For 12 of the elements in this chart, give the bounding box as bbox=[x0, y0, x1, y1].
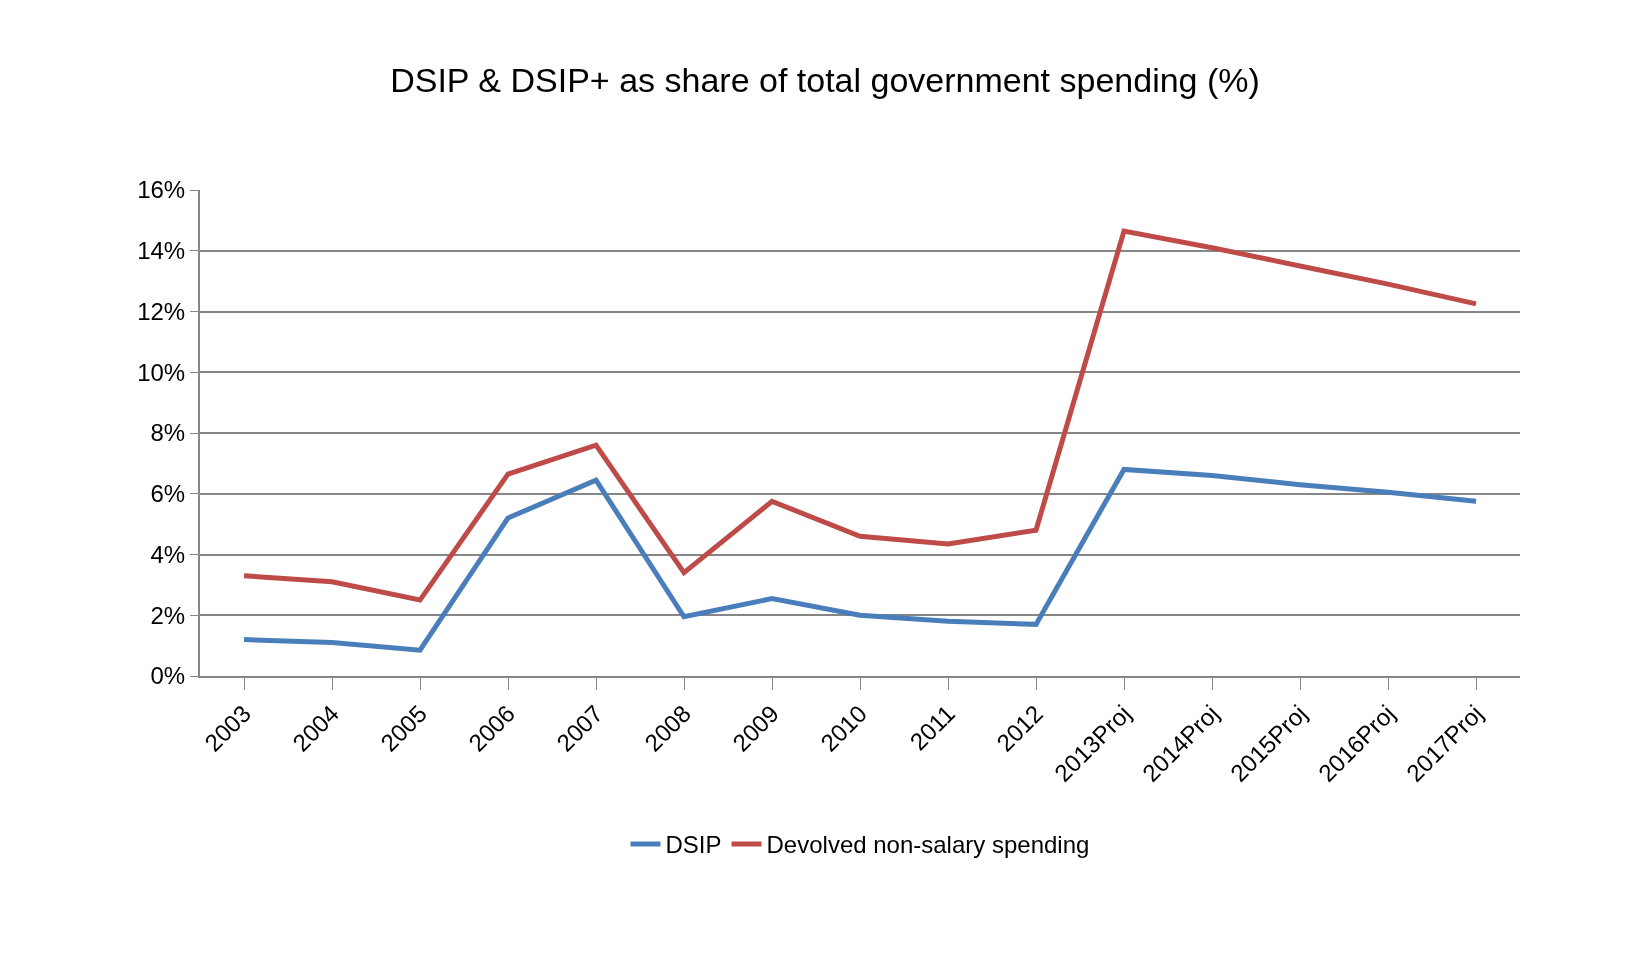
y-tick-label: 12% bbox=[137, 297, 186, 325]
y-tick-label: 0% bbox=[150, 662, 186, 690]
y-tick-label: 10% bbox=[137, 358, 186, 386]
y-tick-label: 4% bbox=[150, 540, 186, 568]
y-tick-label: 8% bbox=[150, 419, 186, 447]
legend-label: DSIP bbox=[665, 831, 722, 859]
y-tick-label: 14% bbox=[137, 237, 186, 265]
y-tick-label: 2% bbox=[150, 601, 186, 629]
y-tick-label: 6% bbox=[150, 480, 186, 508]
y-tick-label: 16% bbox=[137, 176, 186, 204]
chart-title: DSIP & DSIP+ as share of total government spending (%) bbox=[390, 61, 1260, 100]
legend-label: Devolved non-salary spending bbox=[766, 831, 1090, 859]
